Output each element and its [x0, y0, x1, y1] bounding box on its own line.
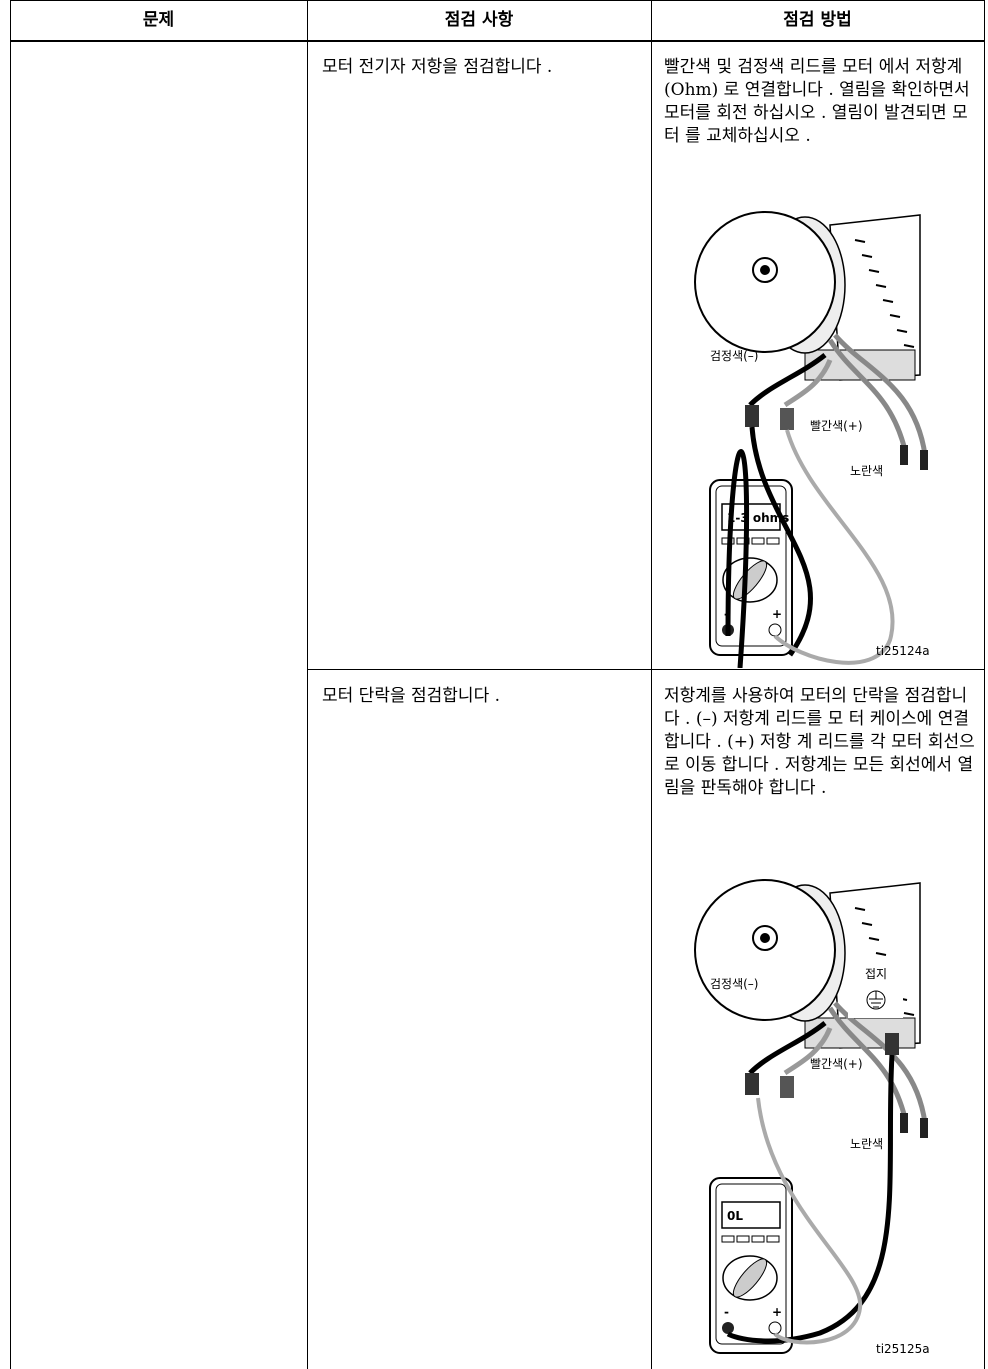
button	[766, 1235, 780, 1243]
black-lead	[748, 353, 827, 407]
meter-plus: +	[772, 607, 782, 621]
black-label: 검정색(–)	[710, 977, 758, 991]
meter-plus: +	[772, 1305, 782, 1319]
button	[736, 537, 750, 545]
meter-inner	[715, 1183, 787, 1345]
hub-inner	[760, 933, 770, 943]
border	[10, 0, 11, 1369]
red-label: 빨간색(+)	[810, 419, 863, 433]
border	[10, 0, 985, 1]
red-lead	[783, 359, 833, 408]
header: 문제	[142, 10, 175, 30]
gearbox-detail	[854, 907, 866, 911]
method-text: 빨간색 및 검정색 리드를 모터 에서 저항계 (Ohm) 로 연결합니다 . …	[664, 57, 970, 146]
clip	[885, 1033, 899, 1055]
check-text: 모터 전기자 저항을 점검합니다 .	[322, 57, 553, 77]
figure-id: ti25125a	[876, 1342, 930, 1356]
probe-jack	[768, 1321, 782, 1335]
red-wire	[756, 1097, 863, 1345]
yellow-label: 노란색	[850, 464, 883, 478]
display-text: 1-3 ohms	[727, 511, 789, 525]
button	[736, 1235, 750, 1243]
red-lead	[783, 1027, 833, 1076]
gearbox-detail	[889, 314, 901, 318]
button	[751, 1235, 765, 1243]
gearbox-detail	[861, 922, 873, 926]
check-text: 모터 단락을 점검합니다 .	[322, 686, 501, 706]
clip	[780, 1076, 794, 1098]
ground-symbol	[869, 991, 883, 1008]
gearbox-detail	[868, 937, 880, 941]
red-label: 빨간색(+)	[810, 1057, 863, 1071]
border	[307, 669, 985, 670]
clip	[920, 1118, 928, 1138]
clip	[745, 405, 759, 427]
button	[766, 537, 780, 545]
clip	[780, 408, 794, 430]
yellow-wire	[833, 333, 928, 456]
black-lead	[748, 1021, 827, 1075]
header: 점검 방법	[783, 10, 852, 30]
meter-minus: -	[724, 1305, 729, 1319]
ground-label: 접지	[865, 967, 887, 981]
button	[751, 537, 765, 545]
gearbox-detail	[861, 254, 873, 258]
red-wire	[773, 429, 895, 665]
meter-inner	[715, 485, 787, 647]
gearbox-detail	[868, 269, 880, 273]
figure-id: ti25124a	[876, 644, 930, 658]
gearbox-detail	[903, 1012, 915, 1016]
display-text: 0L	[727, 1209, 743, 1223]
display	[721, 1201, 781, 1229]
border	[651, 0, 652, 1369]
probe-jack	[722, 1322, 734, 1334]
yellow-label: 노란색	[850, 1137, 883, 1151]
black-label: 검정색(–)	[710, 349, 758, 363]
clip	[920, 450, 928, 470]
gearbox-detail	[882, 299, 894, 303]
border	[10, 40, 985, 42]
black-wire	[725, 426, 813, 668]
method-text: 저항계를 사용하여 모터의 단락을 점검합니다 . (–) 저항계 리드를 모 …	[664, 686, 975, 798]
clip	[745, 1073, 759, 1095]
clip	[900, 1113, 908, 1133]
gearbox-detail	[896, 329, 908, 333]
probe-jack	[768, 623, 782, 637]
yellow-wire	[827, 338, 908, 451]
gearbox-detail	[875, 284, 887, 288]
gearbox-detail	[854, 239, 866, 243]
button	[721, 1235, 735, 1243]
border	[984, 0, 985, 1369]
hub-inner	[760, 265, 770, 275]
dial-knob	[732, 1258, 768, 1298]
yellow-wire	[827, 1006, 908, 1119]
gearbox-detail	[903, 344, 915, 348]
border	[307, 0, 308, 1369]
gearbox-detail	[875, 952, 887, 956]
header: 점검 사항	[444, 10, 514, 30]
clip	[900, 445, 908, 465]
